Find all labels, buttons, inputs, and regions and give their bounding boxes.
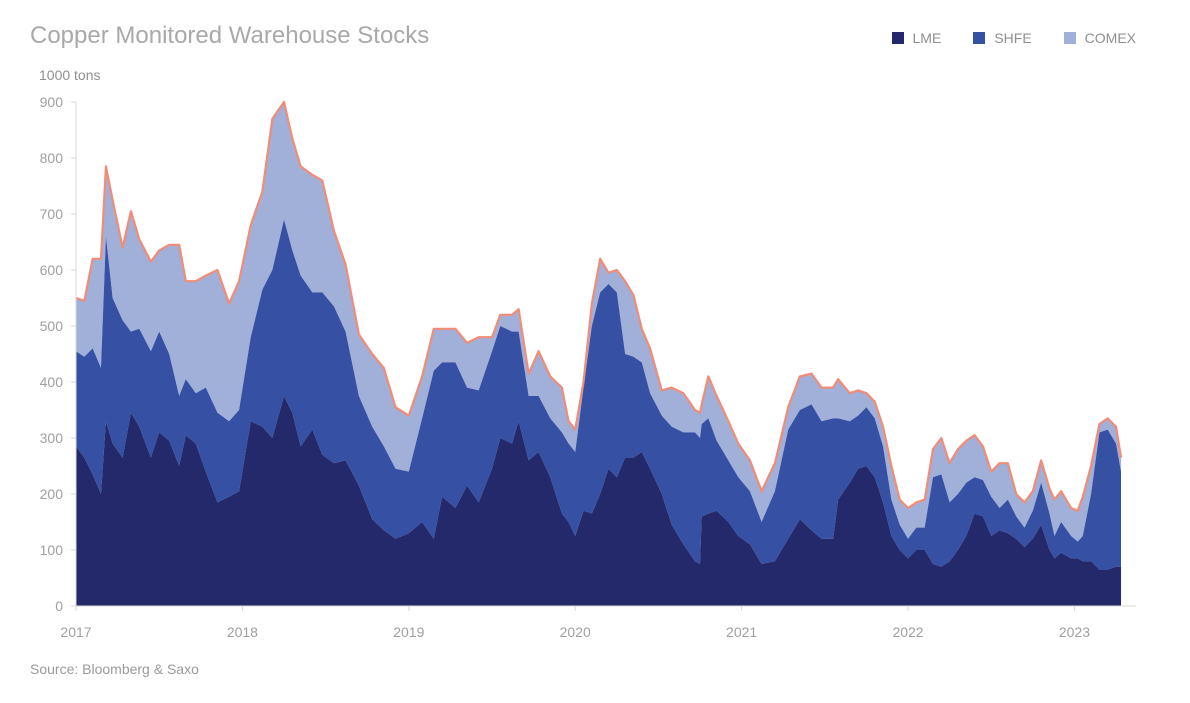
area-layers <box>75 100 1123 606</box>
y-tick-label: 0 <box>55 598 63 614</box>
y-tick-label: 300 <box>40 430 64 446</box>
x-tick-label: 2019 <box>393 624 424 640</box>
area-comex <box>76 102 1122 542</box>
legend-item-lme: LME <box>891 30 942 46</box>
chart-source-note: Source: Bloomberg & Saxo <box>30 661 199 677</box>
x-tick-label: 2023 <box>1059 624 1090 640</box>
y-tick-label: 600 <box>40 262 64 278</box>
y-tick-label: 500 <box>40 318 64 334</box>
x-tick-label: 2017 <box>60 624 91 640</box>
y-axis-unit-label: 1000 tons <box>39 67 101 83</box>
legend-swatch-comex <box>1063 32 1076 44</box>
chart-title: Copper Monitored Warehouse Stocks <box>30 22 430 49</box>
chart-legend: LME SHFE COMEX <box>891 30 1136 46</box>
y-tick-label: 700 <box>40 206 64 222</box>
legend-swatch-shfe <box>973 32 986 44</box>
x-tick-label: 2020 <box>560 624 591 640</box>
y-tick-label: 800 <box>40 150 64 166</box>
x-tick-label: 2018 <box>227 624 258 640</box>
x-axis-ticks: 2017 2018 2019 2020 2021 2022 2023 <box>60 606 1090 640</box>
y-tick-label: 900 <box>40 94 64 110</box>
y-tick-label: 400 <box>40 374 64 390</box>
legend-label-comex: COMEX <box>1084 30 1136 46</box>
x-tick-label: 2021 <box>726 624 757 640</box>
axes <box>75 102 1136 607</box>
area-lme <box>76 396 1122 606</box>
area-shfe <box>76 219 1122 570</box>
y-axis-ticks: 0 100 200 300 400 500 600 700 800 900 <box>40 94 76 614</box>
total-stock-line <box>75 100 1123 512</box>
y-tick-label: 200 <box>40 486 64 502</box>
legend-swatch-lme <box>891 32 904 44</box>
legend-label-lme: LME <box>912 30 942 46</box>
legend-label-shfe: SHFE <box>994 30 1032 46</box>
x-tick-label: 2022 <box>892 624 923 640</box>
legend-item-comex: COMEX <box>1063 30 1136 46</box>
y-tick-label: 100 <box>40 542 64 558</box>
legend-item-shfe: SHFE <box>973 30 1032 46</box>
